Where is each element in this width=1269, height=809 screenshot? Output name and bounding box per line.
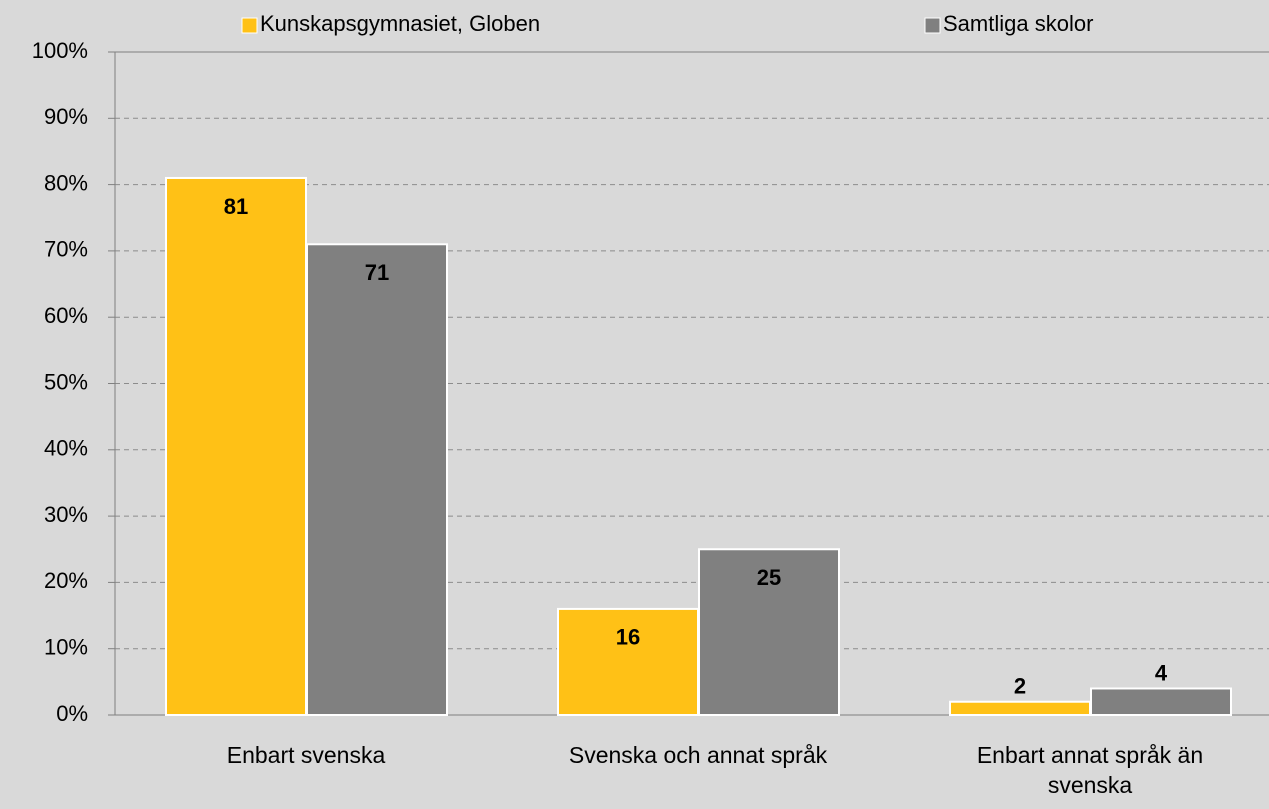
bar: [557, 607, 699, 716]
y-tick-label: 70%: [44, 237, 88, 262]
bar: [1090, 687, 1232, 716]
y-tick-label: 90%: [44, 104, 88, 129]
data-label: 25: [757, 565, 781, 590]
bar: [165, 176, 307, 717]
legend-label: Kunskapsgymnasiet, Globen: [260, 11, 540, 36]
data-label: 16: [616, 625, 640, 650]
y-tick-label: 0%: [56, 701, 88, 726]
data-label: 71: [365, 260, 389, 285]
legend-label: Samtliga skolor: [943, 11, 1093, 36]
x-tick-label: Svenska och annat språk: [568, 742, 828, 768]
y-tick-label: 100%: [32, 38, 88, 63]
bar: [698, 548, 840, 716]
y-tick-label: 60%: [44, 303, 88, 328]
y-tick-label: 80%: [44, 170, 88, 195]
data-label: 2: [1014, 674, 1026, 699]
data-label: 4: [1155, 660, 1168, 685]
y-tick-label: 20%: [44, 568, 88, 593]
bar: [949, 700, 1091, 716]
x-tick-label: Enbart annat språk än svenska: [976, 742, 1204, 798]
data-label: 81: [224, 194, 248, 219]
y-tick-label: 50%: [44, 369, 88, 394]
legend-swatch: [241, 17, 258, 34]
y-tick-label: 30%: [44, 502, 88, 527]
y-tick-label: 40%: [44, 436, 88, 461]
bar: [306, 243, 448, 717]
legend-swatch: [924, 17, 941, 34]
y-tick-label: 10%: [44, 635, 88, 660]
x-tick-label: Enbart svenska: [226, 742, 386, 768]
